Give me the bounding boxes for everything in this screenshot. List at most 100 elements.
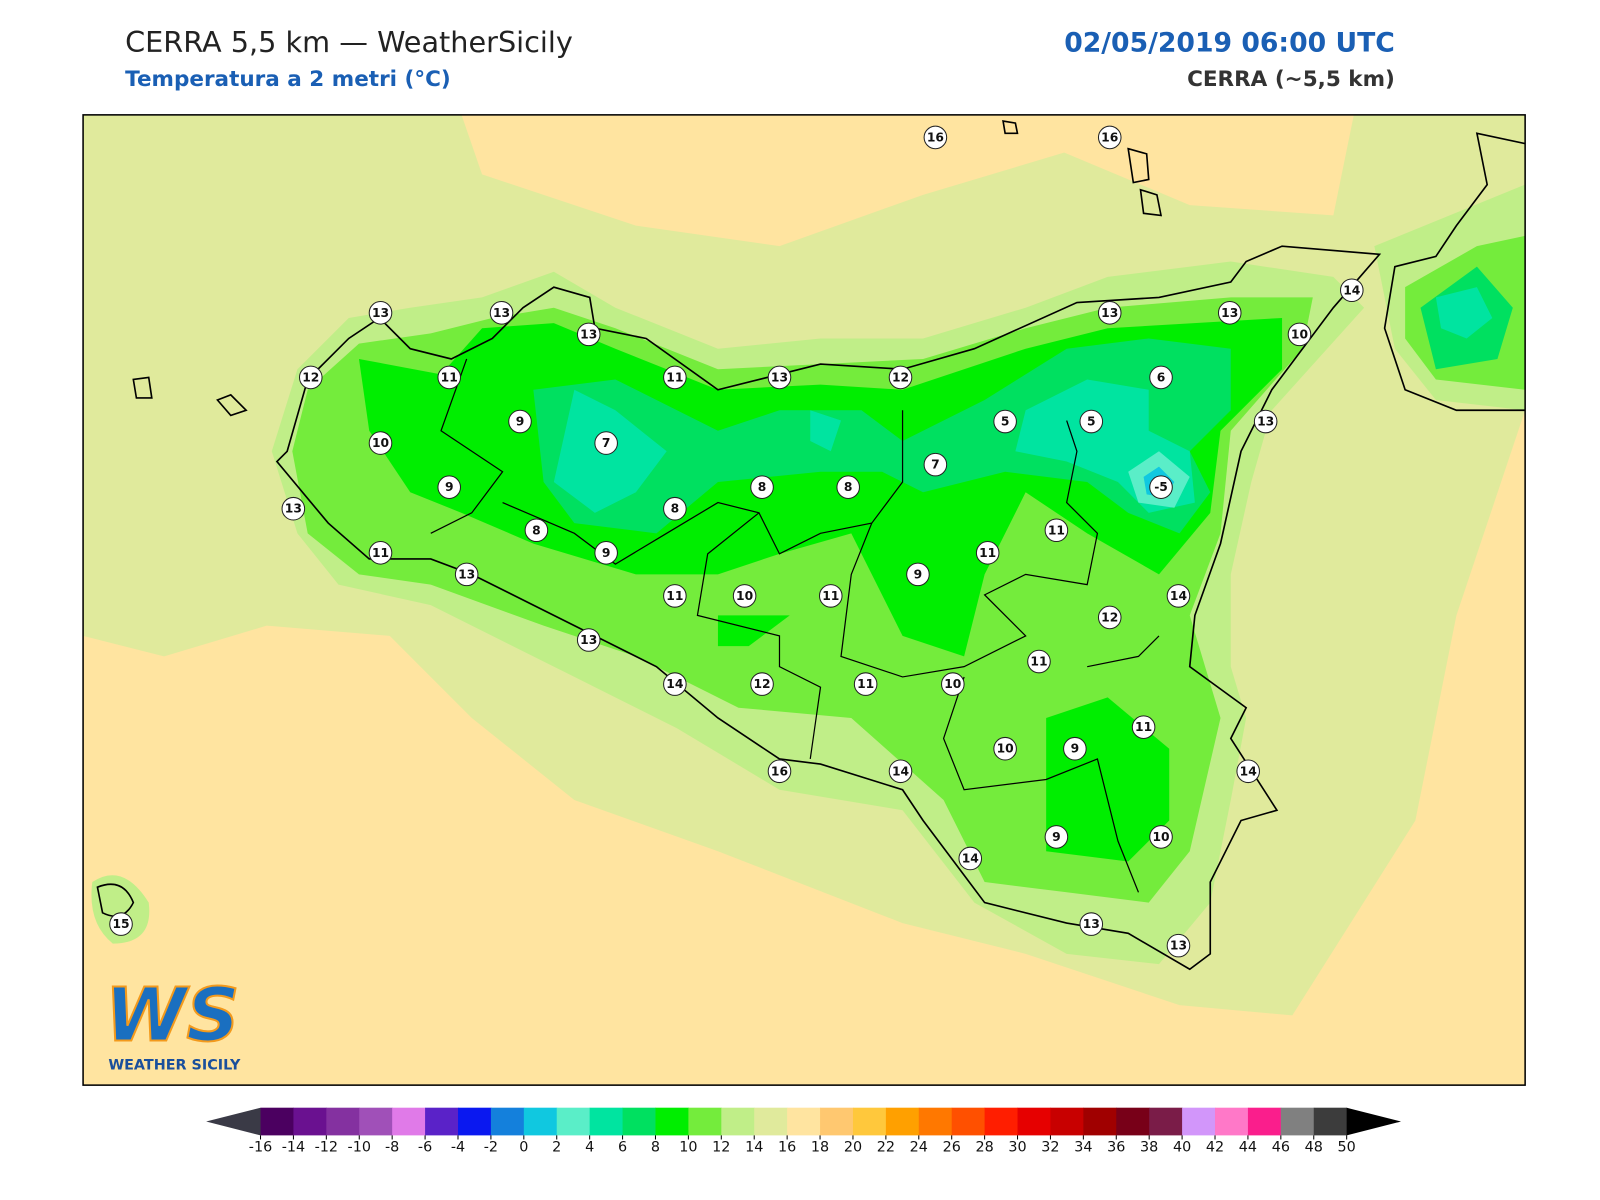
station-marker (767, 759, 792, 784)
station-marker (923, 452, 948, 477)
station-marker (732, 584, 757, 608)
station: 14 (663, 672, 687, 696)
colorbar-segment (392, 1107, 426, 1136)
station-labels: 16 16 13 13 13 13 13 14 10 12 11 11 13 12 6 9 5 5 13 10 7 7 9 8… (109, 125, 1364, 958)
station: 14 (1236, 759, 1260, 784)
station: 13 (767, 365, 792, 390)
colorbar-tick-label: 8 (651, 1140, 660, 1156)
map-frame (82, 114, 1526, 1086)
logo: WS WEATHER SICILY (104, 972, 241, 1074)
colorbar-tick-label: 0 (519, 1140, 528, 1156)
station-marker (1149, 365, 1173, 390)
station-marker (975, 541, 1000, 565)
station-marker (663, 496, 687, 521)
station-marker (1063, 736, 1087, 761)
station-marker (437, 475, 462, 499)
datetime: 02/05/2019 06:00 UTC (1064, 28, 1395, 59)
station-value: 8 (844, 480, 853, 494)
station-marker (1217, 301, 1242, 325)
coastlines (96, 120, 1526, 971)
station: 5 (993, 409, 1017, 434)
field-6 (533, 266, 1513, 534)
colorbar-tick-label: 28 (975, 1140, 993, 1156)
station: 12 (1097, 605, 1122, 630)
logo-name: WEATHER SICILY (108, 1058, 241, 1074)
colorbar-segment (457, 1107, 492, 1136)
colorbar-tick-label: 12 (712, 1140, 730, 1156)
station-marker (281, 496, 306, 521)
colorbar-tick-label: -10 (348, 1140, 371, 1156)
station-value: 13 (458, 567, 475, 581)
colorbar-segment (754, 1107, 788, 1136)
colorbar-under (206, 1107, 261, 1136)
station: 14 (1166, 584, 1191, 608)
station: 11 (818, 584, 843, 608)
station-value: 12 (302, 370, 319, 384)
station-value: 8 (758, 480, 767, 494)
station: 11 (437, 365, 462, 390)
station-marker (1236, 759, 1260, 784)
colorbar-tick-label: 34 (1074, 1140, 1092, 1156)
station: 9 (594, 541, 618, 565)
station: 9 (437, 475, 462, 499)
station-marker (508, 409, 532, 434)
station-value: 10 (736, 589, 753, 603)
station: 13 (576, 322, 601, 347)
colorbar-segment (1017, 1107, 1051, 1136)
colorbar-tick-label: 10 (679, 1140, 697, 1156)
station-marker (368, 301, 393, 325)
station-value: 11 (1048, 523, 1065, 537)
colorbar-tick-label: -14 (282, 1140, 305, 1156)
station: 11 (663, 584, 687, 608)
station-marker (437, 365, 462, 390)
station-value: 13 (580, 327, 597, 341)
station-marker (767, 365, 792, 390)
station-marker (298, 365, 323, 390)
colorbar-tick-label: 2 (552, 1140, 561, 1156)
colorbar-tick-label: -16 (249, 1140, 272, 1156)
station-value: 11 (822, 589, 839, 603)
station-marker (1339, 278, 1364, 303)
station-marker (958, 846, 983, 871)
station: 11 (1027, 649, 1051, 674)
colorbar-segment (1247, 1107, 1282, 1136)
source: CERRA (~5,5 km) (1187, 67, 1395, 92)
station-value: 14 (962, 851, 979, 865)
station: 13 (1217, 301, 1242, 325)
station: 11 (368, 541, 393, 565)
station-marker (663, 584, 687, 608)
station: 9 (1044, 825, 1069, 849)
colorbar-segment (951, 1107, 986, 1136)
station-value: 10 (997, 742, 1014, 756)
colorbar-tick-label: 44 (1239, 1140, 1257, 1156)
station: 7 (594, 431, 618, 455)
colorbar-segment (359, 1107, 393, 1136)
colorbar-segment (688, 1107, 722, 1136)
station-value: 9 (1052, 830, 1061, 844)
station-marker (1287, 322, 1312, 347)
station-value: 7 (931, 458, 940, 472)
station-value: 11 (979, 546, 996, 560)
station-marker (368, 431, 393, 455)
station-marker (993, 409, 1017, 434)
station-value: 12 (1101, 610, 1118, 624)
station: 12 (888, 365, 913, 390)
station-marker (524, 518, 549, 543)
station-marker (489, 301, 514, 325)
station-value: 15 (112, 917, 129, 931)
station: 10 (1287, 322, 1312, 347)
colorbar-segment (1083, 1107, 1117, 1136)
station-marker (368, 541, 393, 565)
station-value: 8 (671, 502, 680, 516)
station: 13 (489, 301, 514, 325)
colorbar-segment (655, 1107, 689, 1136)
station-marker (1097, 125, 1122, 150)
station-marker (1097, 301, 1122, 325)
station: 11 (1131, 715, 1156, 739)
station-value: 13 (771, 370, 788, 384)
station: 11 (975, 541, 1000, 565)
station-marker (1079, 409, 1104, 434)
colorbar-segment (1050, 1107, 1084, 1136)
station: 14 (958, 846, 983, 871)
station-value: 12 (892, 370, 909, 384)
